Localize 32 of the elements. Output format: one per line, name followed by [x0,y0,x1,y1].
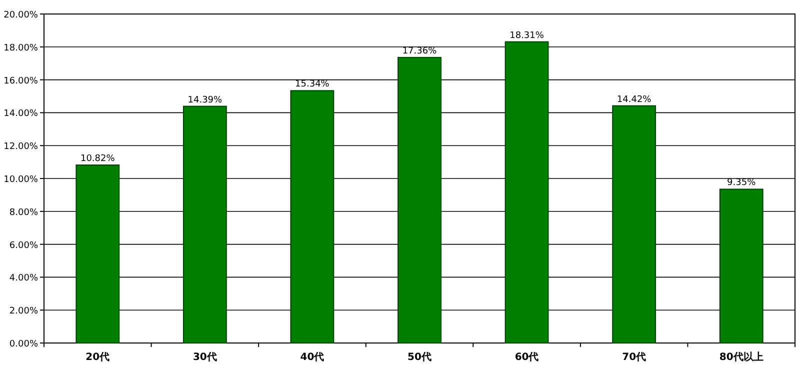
data-label: 18.31% [510,30,544,41]
bar [612,105,656,344]
bar [76,164,120,344]
data-label: 10.82% [80,154,116,164]
x-tick-label: 80代以上 [719,351,764,363]
y-tick-label: 16.00% [4,76,38,86]
x-tick-label: 60代 [514,351,539,363]
data-label: 14.42% [616,94,652,105]
y-tick-label: 0.00% [9,340,38,350]
bar [504,41,549,344]
bar [719,188,764,344]
y-tick-label: 20.00% [4,10,38,20]
x-tick-label: 30代 [192,351,217,363]
x-tick-label: 40代 [300,351,324,363]
y-tick-label: 18.00% [4,43,38,54]
x-tick-label: 20代 [86,351,110,363]
data-label: 17.36% [402,46,438,56]
y-tick-label: 4.00% [9,274,38,284]
y-tick-label: 8.00% [9,208,38,218]
y-tick-label: 2.00% [9,306,38,317]
bar [398,56,442,344]
y-tick-label: 10.00% [4,175,38,185]
y-tick-label: 14.00% [4,109,38,120]
y-tick-label: 12.00% [4,142,38,152]
bar [182,106,227,344]
y-tick-label: 6.00% [9,240,38,251]
bar [290,90,334,344]
data-label: 9.35% [727,178,756,188]
x-tick-label: 70代 [622,351,646,363]
data-label: 15.34% [295,80,330,90]
x-tick-label: 50代 [408,351,432,363]
data-label: 14.39% [188,95,223,106]
